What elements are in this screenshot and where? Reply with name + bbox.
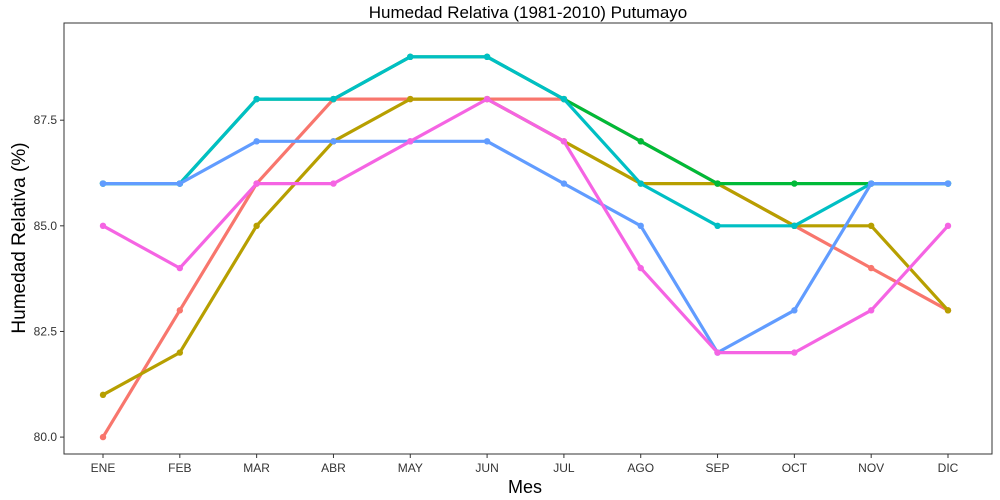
data-point [714,222,721,230]
data-point [253,222,260,230]
series-line-1 [101,97,950,439]
data-point [176,307,184,314]
data-point [483,95,491,103]
data-point [867,180,875,187]
x-axis-title: Mes [508,477,542,497]
x-tick-label: MAR [243,461,270,475]
data-point [330,138,337,145]
data-point [560,180,568,187]
x-tick-label: ABR [321,461,346,475]
data-point [867,222,875,230]
x-tick-label: OCT [782,461,808,475]
data-point [944,222,952,230]
x-tick-label: AGO [627,461,654,475]
series-lines [99,53,952,441]
y-tick-label: 80.0 [34,430,58,444]
data-point [637,264,644,272]
x-tick-label: JUN [475,461,498,475]
chart-title: Humedad Relativa (1981-2010) Putumayo [369,3,687,22]
y-axis-title: Humedad Relativa (%) [9,142,30,333]
data-point [483,138,491,145]
data-point [176,349,184,356]
data-point [944,307,952,314]
data-point [176,264,184,272]
data-point [560,95,568,103]
data-point [99,433,107,441]
plot-panel [63,22,993,455]
x-tick-label: JUL [553,461,575,475]
data-point [253,95,260,103]
data-point [637,222,644,230]
data-point [791,349,798,356]
data-point [867,307,875,314]
series-line-5 [101,139,950,355]
data-point [407,138,414,145]
data-point [330,180,337,187]
data-point [99,222,107,230]
data-point [791,180,798,187]
series-line-4 [101,55,950,228]
data-point [253,138,260,145]
data-point [714,180,721,187]
data-point [330,95,337,103]
data-point [176,180,184,187]
data-point [253,180,260,187]
x-tick-label: SEP [706,461,730,475]
x-tick-label: DIC [938,461,959,475]
x-tick-label: ENE [91,461,116,475]
x-tick-label: NOV [858,461,884,475]
series-line-6 [101,97,950,355]
y-tick-label: 87.5 [34,113,58,127]
data-point [944,180,952,187]
data-point [791,307,798,314]
data-point [483,53,491,61]
x-tick-label: FEB [168,461,191,475]
data-point [560,138,568,145]
data-point [407,53,414,61]
axes: ENE FEB MAR ABR MAY JUN JUL AGO SEP OCT NOV DIC 80.0… [34,113,959,475]
data-point [867,264,875,272]
x-tick-label: MAY [398,461,423,475]
data-point [407,95,414,103]
y-tick-label: 82.5 [34,324,58,338]
data-point [637,180,644,187]
data-point [637,138,644,145]
data-point [99,391,107,399]
data-point [714,349,721,356]
y-tick-label: 85.0 [34,219,58,233]
data-point [791,222,798,230]
data-point [99,180,107,187]
